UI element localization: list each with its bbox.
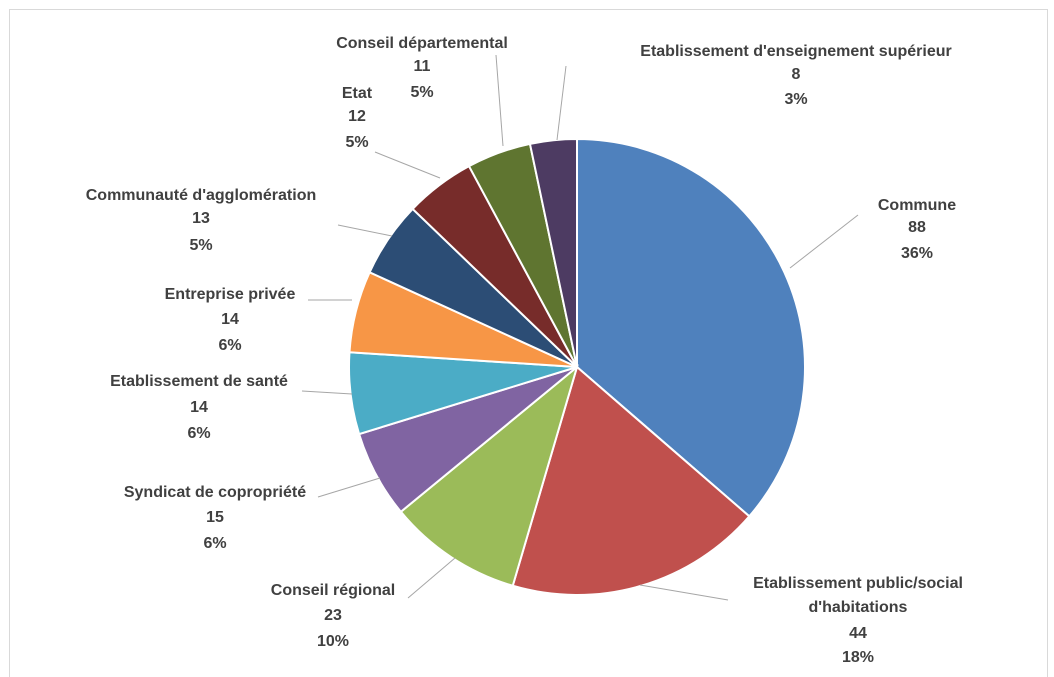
data-label-name-communaute-d-agglomeration: Communauté d'agglomération bbox=[86, 187, 316, 204]
data-label-value-etat: 12 bbox=[348, 108, 366, 125]
data-label-percent-conseil-departemental: 5% bbox=[410, 84, 433, 101]
leader-line-conseil-departemental bbox=[495, 54, 504, 147]
leader-line-communaute-d-agglomeration bbox=[337, 224, 393, 237]
data-label-percent-etablissement-de-sante: 6% bbox=[187, 425, 210, 442]
leader-line-etablissement-de-sante bbox=[301, 390, 353, 395]
data-label-name-etablissement-public-social-d-habitations: Etablissement public/social bbox=[753, 575, 963, 592]
data-label-value-syndicat-de-copropriete: 15 bbox=[206, 509, 224, 526]
leader-lines bbox=[301, 54, 859, 601]
data-label-value-communaute-d-agglomeration: 13 bbox=[192, 210, 210, 227]
leader-line-etablissement-public-social-d-habitations bbox=[639, 584, 729, 601]
data-label-name-conseil-regional: Conseil régional bbox=[271, 582, 395, 599]
data-label-value-entreprise-privee: 14 bbox=[221, 311, 239, 328]
leader-line-etablissement-d-enseignement-superieur bbox=[556, 65, 567, 141]
leader-line-syndicat-de-copropriete bbox=[317, 477, 381, 498]
pie-slice-etablissement-d-enseignement-superieur bbox=[528, 137, 578, 368]
data-label-percent-communaute-d-agglomeration: 5% bbox=[189, 237, 212, 254]
data-label-percent-etablissement-public-social-d-habitations: 18% bbox=[842, 649, 874, 666]
data-label-name-syndicat-de-copropriete: Syndicat de copropriété bbox=[124, 484, 306, 501]
data-label-value-etablissement-public-social-d-habitations: 44 bbox=[849, 625, 867, 642]
data-label-value-conseil-regional: 23 bbox=[324, 607, 342, 624]
data-label-name-conseil-departemental: Conseil départemental bbox=[336, 35, 508, 52]
data-label-percent-entreprise-privee: 6% bbox=[218, 337, 241, 354]
pie-slice-commune bbox=[576, 137, 806, 518]
data-label-name-etablissement-d-enseignement-superieur: Etablissement d'enseignement supérieur bbox=[640, 43, 951, 60]
data-label-percent-syndicat-de-copropriete: 6% bbox=[203, 535, 226, 552]
data-label-value-etablissement-de-sante: 14 bbox=[190, 399, 208, 416]
pie-slice-conseil-regional bbox=[399, 364, 579, 588]
data-label-value-etablissement-d-enseignement-superieur: 8 bbox=[792, 66, 801, 83]
data-label-name-commune: Commune bbox=[878, 197, 956, 214]
data-label-percent-conseil-regional: 10% bbox=[317, 633, 349, 650]
leader-line-conseil-regional bbox=[407, 557, 456, 599]
data-label-name-entreprise-privee: Entreprise privée bbox=[165, 286, 296, 303]
data-label-percent-commune: 36% bbox=[901, 245, 933, 262]
data-label-percent-etat: 5% bbox=[345, 134, 368, 151]
data-label-value-commune: 88 bbox=[908, 219, 926, 236]
data-label-name-etat: Etat bbox=[342, 85, 373, 102]
pie-slices bbox=[348, 137, 806, 596]
data-label-name-etablissement-public-social-d-habitations: d'habitations bbox=[809, 599, 908, 616]
data-label-name-etablissement-de-sante: Etablissement de santé bbox=[110, 373, 288, 390]
data-label-value-conseil-departemental: 11 bbox=[414, 58, 431, 75]
data-label-percent-etablissement-d-enseignement-superieur: 3% bbox=[784, 91, 807, 108]
leader-line-commune bbox=[789, 214, 859, 269]
leader-line-etat bbox=[374, 151, 441, 179]
data-labels: Commune 88 36% Etablissement public/social d… bbox=[86, 35, 963, 666]
